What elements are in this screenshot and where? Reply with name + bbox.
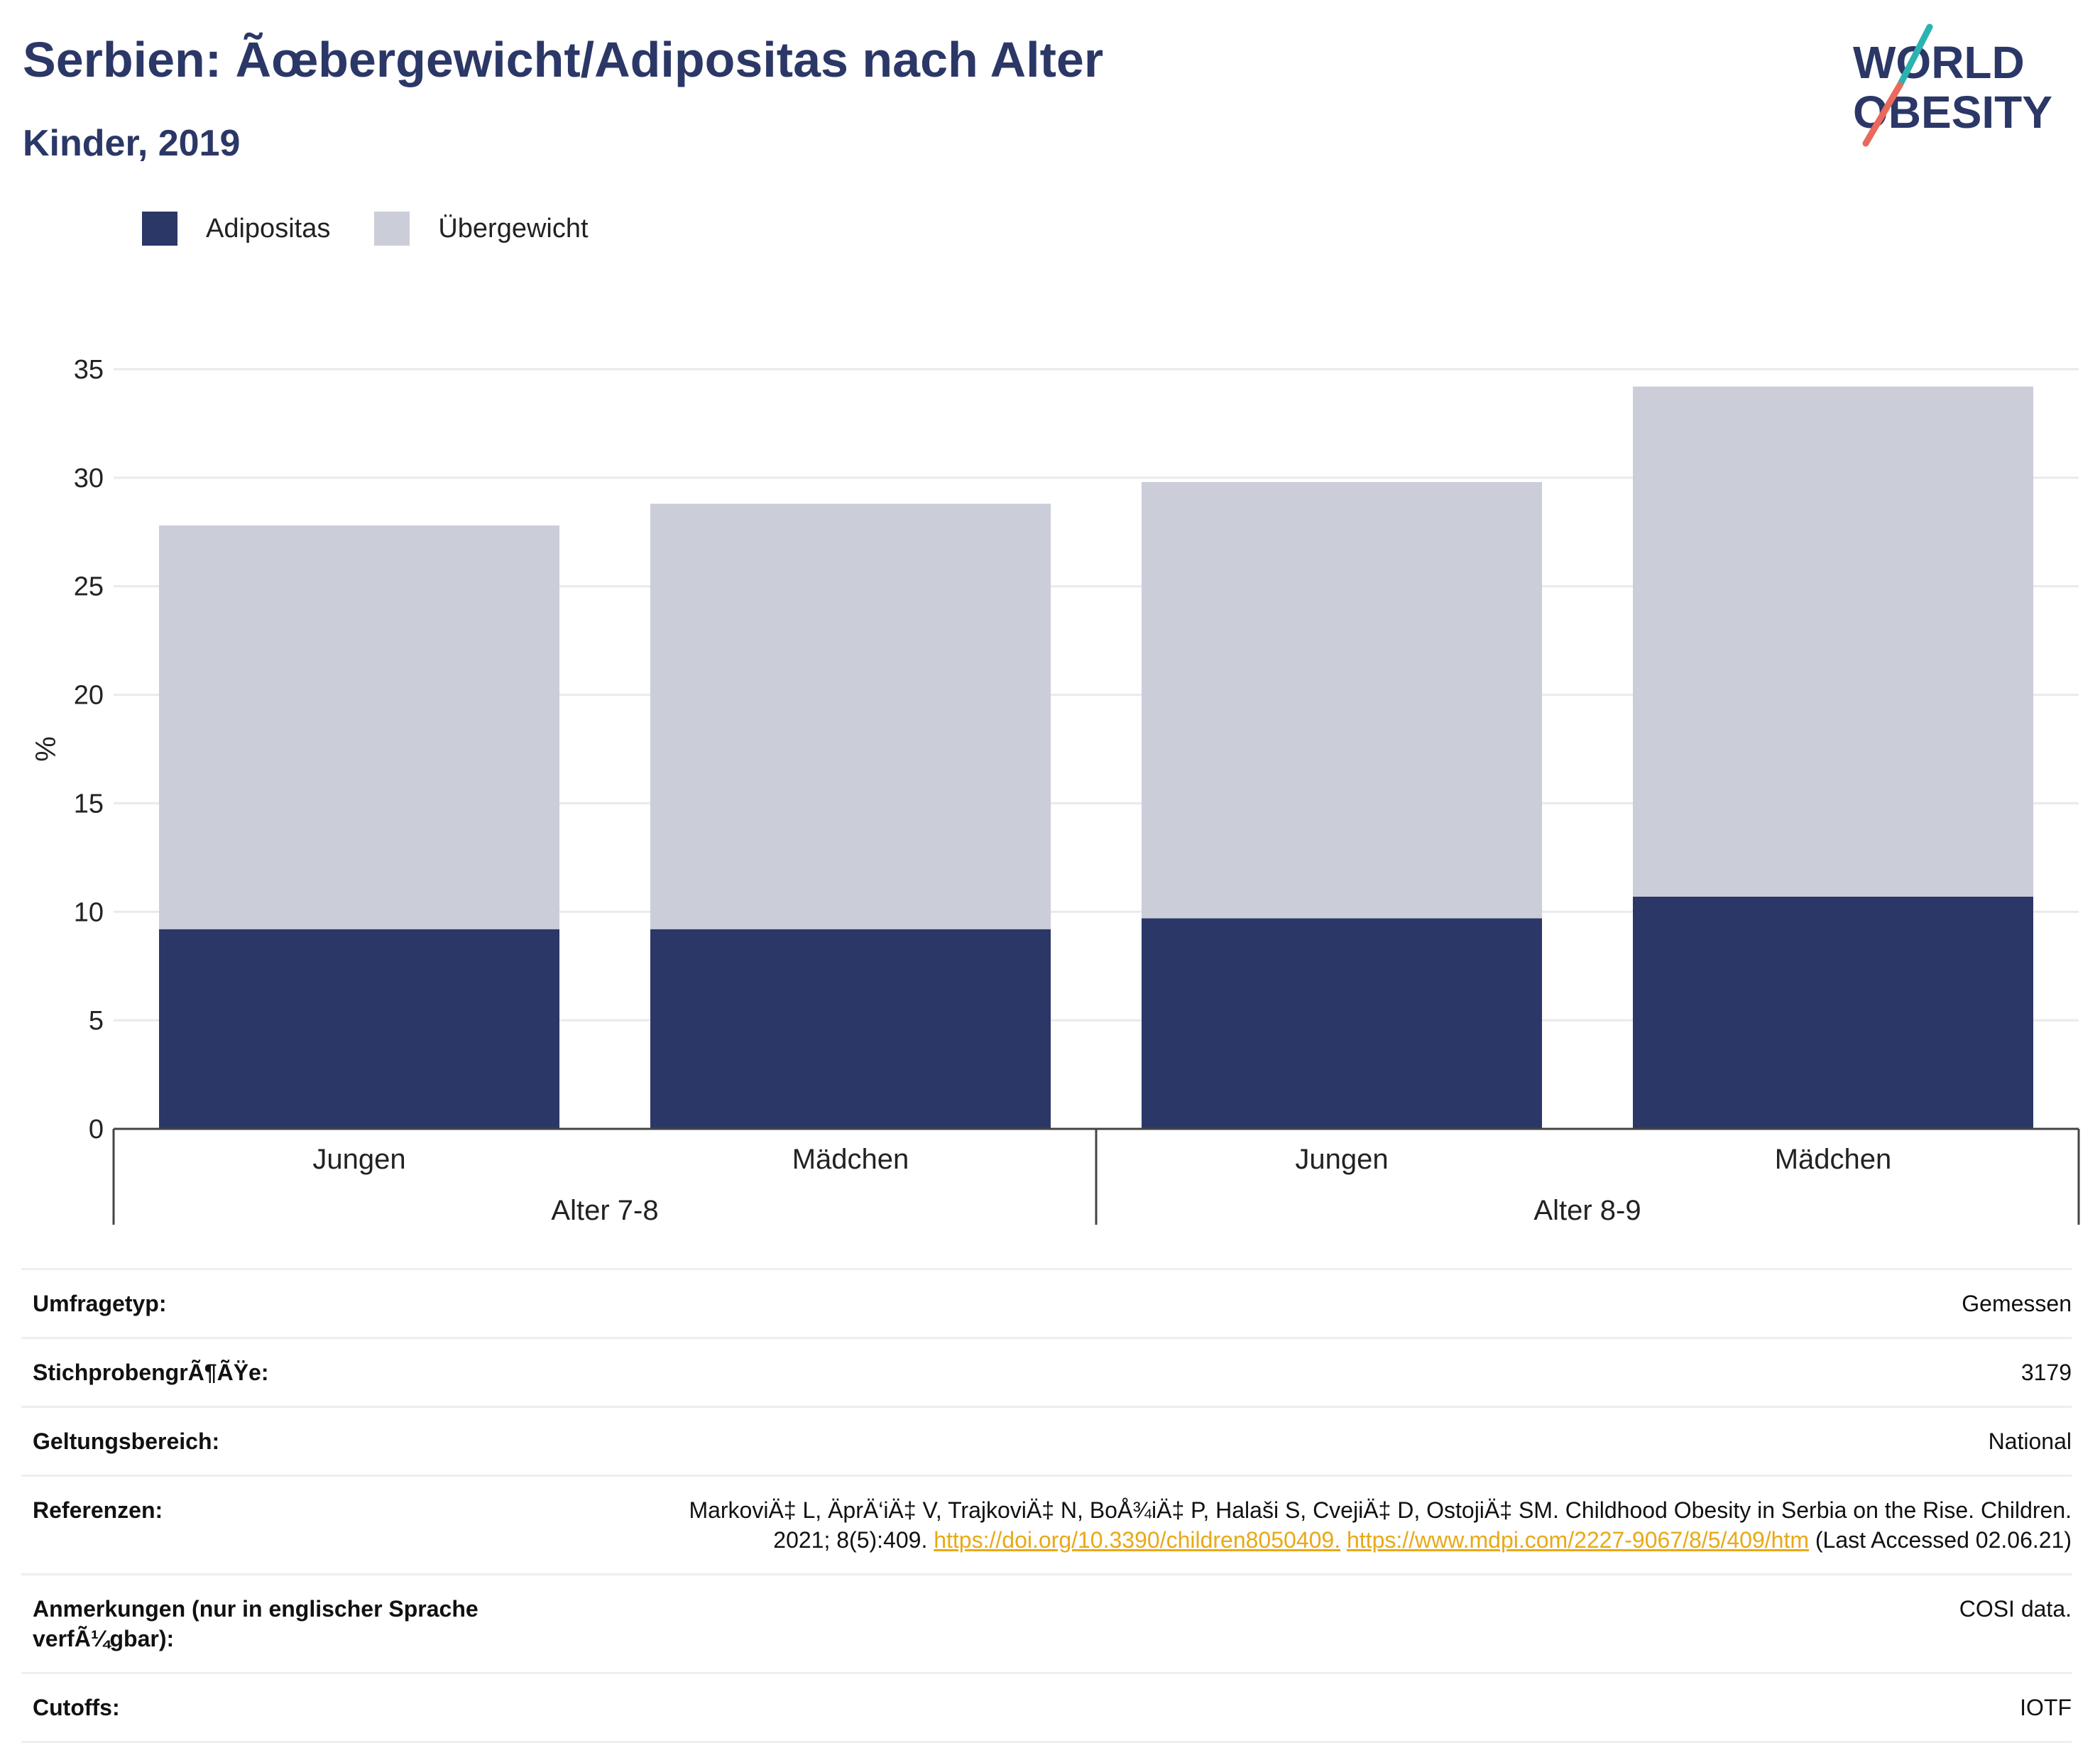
y-axis-label: % [31, 736, 62, 762]
chart-subtitle: Kinder, 2019 [23, 123, 241, 164]
bar-adipositas [650, 929, 1051, 1129]
x-tick-label: Jungen [1295, 1144, 1388, 1175]
legend-swatch-uebergewicht [374, 212, 410, 246]
legend: Adipositas Übergewicht [142, 210, 633, 247]
bar-uebergewicht [159, 525, 559, 929]
logo-slash-bottom [1862, 82, 1903, 147]
reference-link-doi[interactable]: https://doi.org/10.3390/children8050409. [934, 1527, 1341, 1553]
meta-row-references: Referenzen: MarkoviÄ‡ L, ÄprÄ‘iÄ‡ V, Tra… [21, 1475, 2072, 1573]
meta-key: Umfragetyp: [33, 1291, 167, 1316]
reference-text: MarkoviÄ‡ L, ÄprÄ‘iÄ‡ V, TrajkoviÄ‡ N, B… [689, 1497, 2072, 1523]
group-label: Alter 7-8 [551, 1195, 658, 1226]
meta-value: IOTF [2020, 1695, 2072, 1720]
meta-key: Anmerkungen (nur in englischer Sprache v… [33, 1596, 478, 1651]
stacked-bar-chart: 0 5 10 15 20 25 30 35% Jungen Mädchen Jungen Mädche… [31, 355, 2080, 1226]
legend-label-uebergewicht: Übergewicht [438, 213, 589, 244]
reference-link-mdpi[interactable]: https://www.mdpi.com/2227-9067/8/5/409/h… [1346, 1527, 1809, 1553]
world-obesity-logo: WORLD OBESITY [1853, 23, 2052, 147]
x-tick-label: Jungen [312, 1144, 405, 1175]
meta-key: Geltungsbereich: [33, 1428, 220, 1454]
x-tick-label: Mädchen [792, 1144, 909, 1175]
metadata-table: Umfragetyp: Gemessen StichprobengrÃ¶ÃŸe:… [21, 1268, 2072, 1743]
meta-value: Gemessen [1962, 1291, 2072, 1316]
x-tick-label: Mädchen [1775, 1144, 1892, 1175]
meta-value-references: MarkoviÄ‡ L, ÄprÄ‘iÄ‡ V, TrajkoviÄ‡ N, B… [689, 1495, 2072, 1555]
legend-item-adipositas: Adipositas [142, 212, 330, 246]
bar-uebergewicht [1142, 481, 1542, 919]
reference-text-suffix: (Last Accessed 02.06.21) [1815, 1527, 2072, 1553]
legend-swatch-adipositas [142, 212, 177, 246]
bar-adipositas [1142, 918, 1542, 1129]
y-tick-label: 20 [74, 681, 104, 711]
bar-adipositas [159, 929, 559, 1129]
logo-slash-top [1896, 23, 1933, 89]
meta-row-notes: Anmerkungen (nur in englischer Sprache v… [21, 1573, 2072, 1672]
y-tick-label: 30 [74, 464, 104, 493]
meta-key: StichprobengrÃ¶ÃŸe: [33, 1360, 269, 1385]
meta-row-sample-size: StichprobengrÃ¶ÃŸe: 3179 [21, 1337, 2072, 1406]
logo-text-world: WORLD [1853, 37, 2025, 88]
y-tick-label: 35 [74, 355, 104, 385]
chart-title: Serbien: Ãœbergewicht/Adipositas nach Al… [23, 32, 1104, 87]
y-tick-label: 25 [74, 572, 104, 602]
meta-row-cutoffs: Cutoffs: IOTF [21, 1672, 2072, 1743]
meta-value: COSI data. [1959, 1596, 2072, 1622]
bar-uebergewicht [650, 503, 1051, 929]
bar-uebergewicht [1633, 386, 2033, 897]
meta-value: 3179 [2020, 1360, 2072, 1385]
group-label: Alter 8-9 [1533, 1195, 1641, 1226]
meta-key: Referenzen: [33, 1497, 163, 1523]
y-tick-label: 0 [89, 1115, 104, 1144]
meta-row-scope: Geltungsbereich: National [21, 1406, 2072, 1475]
meta-row-survey-type: Umfragetyp: Gemessen [21, 1268, 2072, 1337]
y-tick-label: 5 [89, 1006, 104, 1036]
legend-item-uebergewicht: Übergewicht [374, 212, 589, 246]
bar-adipositas [1633, 896, 2033, 1129]
y-tick-label: 15 [74, 789, 104, 819]
reference-text-prefix: 2021; 8(5):409. [773, 1527, 928, 1553]
meta-key: Cutoffs: [33, 1695, 120, 1720]
y-tick-label: 10 [74, 897, 104, 927]
legend-label-adipositas: Adipositas [206, 213, 331, 244]
meta-value: National [1988, 1428, 2072, 1454]
